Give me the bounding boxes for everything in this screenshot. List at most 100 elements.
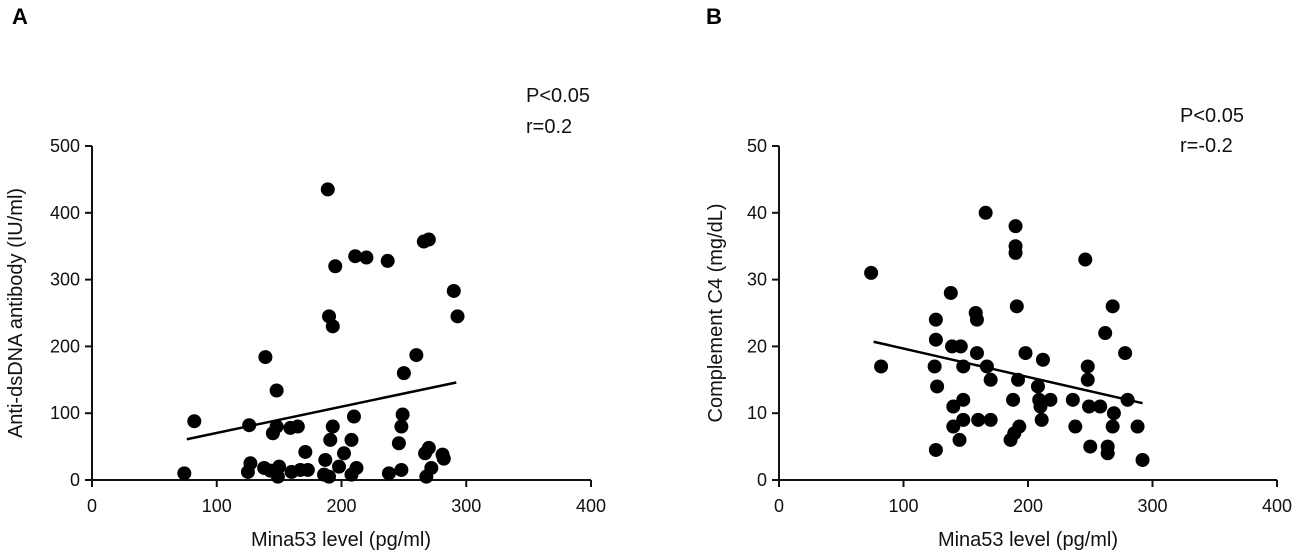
panel-b-data-point: [1093, 399, 1108, 414]
panel-b-data-point: [927, 359, 942, 374]
panel-a-data-point: [344, 432, 359, 447]
panel-a-data-point: [187, 414, 202, 429]
panel-a-data-point: [421, 440, 436, 455]
panel-a-y-tick-label: 0: [70, 470, 80, 490]
panel-a-data-point: [424, 460, 439, 475]
panel-b-data-point: [1043, 392, 1058, 407]
panel-a: A P<0.05 r=0.2 Mina53 level (pg/ml) Anti…: [5, 4, 606, 551]
panel-b-points: [864, 205, 1150, 467]
panel-a-label: A: [12, 4, 28, 29]
panel-a-data-point: [421, 232, 436, 247]
panel-a-data-point: [328, 259, 343, 274]
panel-b-data-point: [971, 412, 986, 427]
panel-a-data-point: [322, 469, 337, 484]
panel-b-data-point: [1105, 299, 1120, 314]
panel-a-x-tick-label: 100: [202, 496, 232, 516]
panel-a-data-point: [394, 419, 409, 434]
panel-b-data-point: [1068, 419, 1083, 434]
panel-b-data-point: [983, 412, 998, 427]
panel-b-data-point: [946, 419, 961, 434]
panel-a-data-point: [336, 446, 351, 461]
panel-b-x-tick-label: 0: [774, 496, 784, 516]
panel-a-y-axis-title: Anti-dsDNA antibody (IU/ml): [5, 188, 27, 438]
panel-a-data-point: [269, 419, 284, 434]
panel-a-data-point: [394, 462, 409, 477]
panel-b-axes: 0 100 200 300 400 0 10 20 30 40 50: [747, 136, 1292, 516]
panel-b-y-tick-label: 10: [747, 403, 767, 423]
panel-a-data-point: [290, 419, 305, 434]
panel-b-data-point: [1033, 399, 1048, 414]
panel-a-data-point: [270, 469, 285, 484]
panel-a-data-point: [177, 466, 192, 481]
panel-b-data-point: [874, 359, 889, 374]
panel-a-r-value: r=0.2: [526, 116, 572, 138]
panel-a-data-point: [346, 409, 361, 424]
panel-b-r-value: r=-0.2: [1180, 135, 1233, 157]
panel-a-x-tick-label: 400: [576, 496, 606, 516]
panel-a-data-point: [380, 253, 395, 268]
panel-a-data-point: [409, 348, 424, 363]
panel-b-data-point: [943, 285, 958, 300]
panel-a-data-point: [436, 451, 451, 466]
panel-a-data-point: [258, 350, 273, 365]
panel-b-data-point: [928, 442, 943, 457]
panel-a-data-point: [395, 407, 410, 422]
panel-b-data-point: [1008, 219, 1023, 234]
panel-b-p-value: P<0.05: [1180, 105, 1244, 127]
panel-a-data-point: [396, 366, 411, 381]
panel-b-data-point: [952, 432, 967, 447]
panel-b-data-point: [956, 392, 971, 407]
panel-b-data-point: [1018, 346, 1033, 361]
panel-a-data-point: [450, 309, 465, 324]
panel-b-data-point: [983, 372, 998, 387]
panel-a-y-tick-label: 400: [50, 203, 80, 223]
panel-b-data-point: [1080, 359, 1095, 374]
panel-b-data-point: [953, 339, 968, 354]
panel-b-data-point: [1078, 252, 1093, 267]
panel-b-data-point: [930, 379, 945, 394]
panel-b-data-point: [956, 412, 971, 427]
panel-b-data-point: [1100, 446, 1115, 461]
panel-a-data-point: [243, 456, 258, 471]
panel-b-y-axis-title: Complement C4 (mg/dL): [705, 204, 727, 423]
panel-b-data-point: [1008, 245, 1023, 260]
panel-b-data-point: [1065, 392, 1080, 407]
panel-b-data-point: [1009, 299, 1024, 314]
panel-b-regression-line: [873, 340, 1143, 405]
panel-a-data-point: [318, 452, 333, 467]
panel-b-y-tick-label: 20: [747, 336, 767, 356]
panel-b-x-tick-label: 400: [1262, 496, 1292, 516]
panel-a-data-point: [381, 466, 396, 481]
panel-a-data-point: [325, 419, 340, 434]
panel-b-x-axis-title: Mina53 level (pg/ml): [938, 529, 1118, 551]
panel-a-axes: 0 100 200 300 400 0 100 200 300 400 500: [50, 136, 606, 516]
panel-b-data-point: [1135, 452, 1150, 467]
panel-a-data-point: [325, 319, 340, 334]
panel-a-x-tick-label: 0: [87, 496, 97, 516]
panel-a-y-tick-label: 100: [50, 403, 80, 423]
panel-a-data-point: [348, 249, 363, 264]
panel-a-x-tick-label: 200: [326, 496, 356, 516]
panel-b-data-point: [1034, 412, 1049, 427]
panel-a-p-value: P<0.05: [526, 85, 590, 107]
panel-b-data-point: [1030, 379, 1045, 394]
panel-b-data-point: [1006, 392, 1021, 407]
panel-b-data-point: [1098, 326, 1113, 341]
panel-a-data-point: [391, 436, 406, 451]
panel-b-y-tick-label: 40: [747, 203, 767, 223]
panel-a-data-point: [446, 283, 461, 298]
panel-a-regression-line: [186, 381, 457, 441]
panel-b-data-point: [1130, 419, 1145, 434]
panel-b-x-tick-label: 100: [888, 496, 918, 516]
panel-b-data-point: [946, 399, 961, 414]
panel-a-points: [177, 182, 465, 484]
panel-a-y-tick-label: 300: [50, 270, 80, 290]
panel-a-data-point: [298, 444, 313, 459]
panel-b-data-point: [864, 265, 879, 280]
panel-a-data-point: [269, 383, 284, 398]
panel-b-data-point: [1105, 419, 1120, 434]
panel-b-data-point: [1080, 372, 1095, 387]
panel-a-data-point: [359, 250, 374, 265]
panel-b-label: B: [706, 4, 722, 29]
